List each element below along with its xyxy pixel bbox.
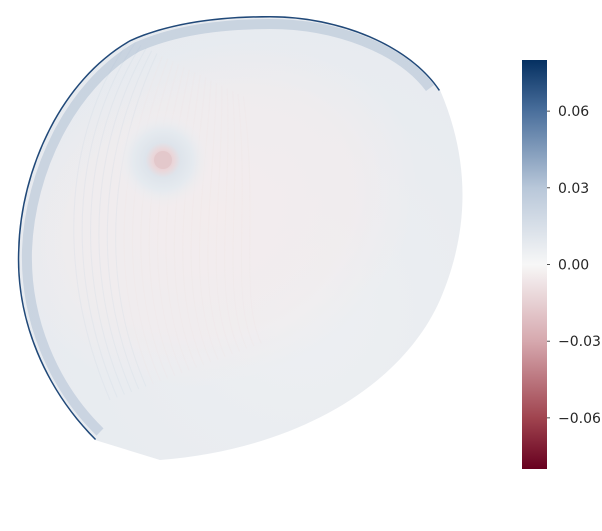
sphere-surface (17, 16, 463, 460)
surface-mesh-line (242, 96, 262, 344)
surface-spot-core (154, 151, 172, 169)
surface-mesh-line (190, 77, 212, 363)
surface-mesh-line (131, 58, 169, 382)
surface-mesh-line (115, 53, 158, 387)
colorbar-tick-label: 0.03 (558, 181, 589, 197)
surface-mesh-line (173, 72, 197, 368)
colorbar-tick-label: 0.06 (558, 104, 589, 120)
surface-mesh-line (98, 47, 147, 393)
surface-mesh-line (232, 91, 248, 349)
sphere-rim-glow (21, 18, 434, 436)
surface-mesh-line (140, 61, 174, 379)
surface-mesh-line (207, 83, 226, 358)
surface-mesh-line (182, 75, 205, 366)
surface-mesh-line (165, 69, 190, 371)
sphere-interior-region (17, 41, 418, 389)
surface-mesh-lines (73, 39, 262, 401)
surface-mesh-line (123, 56, 163, 384)
colorbar-tick-label: −0.03 (558, 334, 601, 350)
surface-mesh-line (237, 93, 255, 347)
colorbar-ticks: 0.06 0.03 0.00 −0.03 −0.06 (547, 104, 601, 427)
surface-mesh-line (106, 50, 153, 390)
surface-mesh-line (90, 45, 142, 395)
colorbar-gradient (522, 60, 547, 469)
surface-mesh-line (199, 80, 219, 360)
surface-mesh-line (215, 85, 233, 355)
colorbar-tick-label: −0.06 (558, 411, 601, 427)
surface-mesh-line (81, 42, 136, 398)
surface-mesh-line (73, 39, 131, 401)
surface-mesh-line (224, 88, 241, 352)
surface-mesh-line (148, 64, 180, 376)
colorbar: 0.06 0.03 0.00 −0.03 −0.06 (522, 60, 601, 469)
colorbar-tick-label: 0.00 (558, 258, 589, 274)
surface-mesh-line (157, 66, 185, 374)
sphere-rim-edge (17, 16, 442, 442)
